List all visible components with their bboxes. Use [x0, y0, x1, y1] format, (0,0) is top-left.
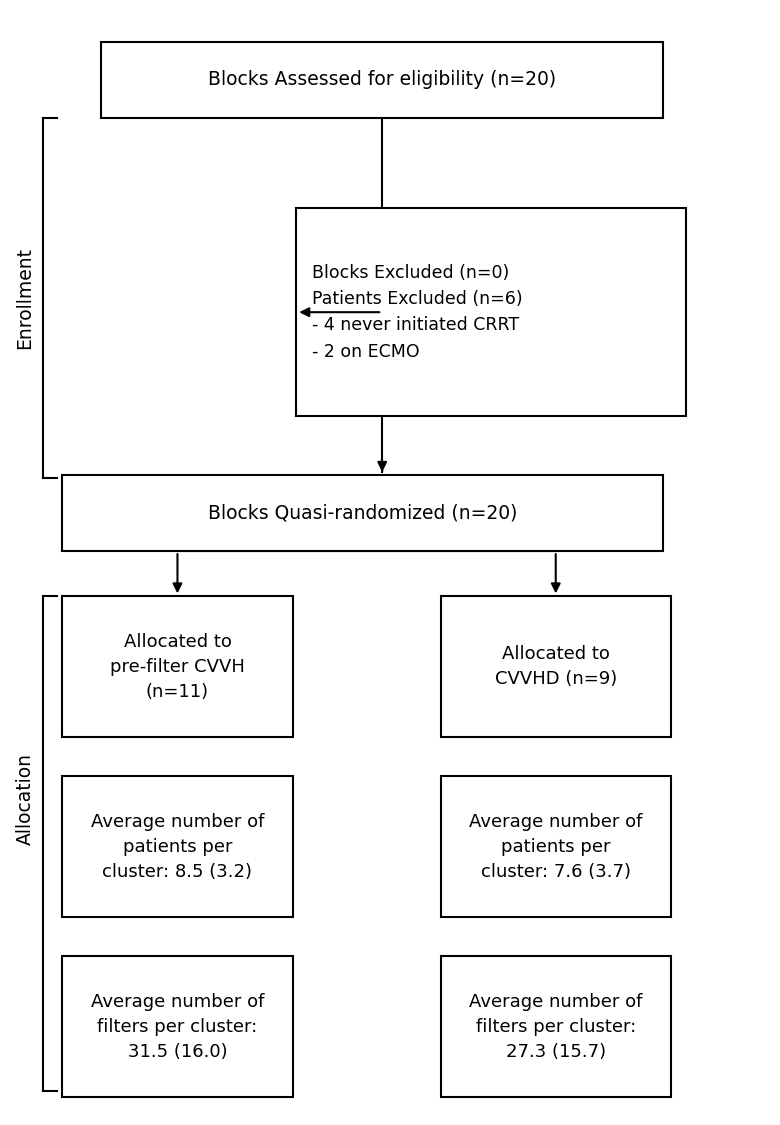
- FancyBboxPatch shape: [62, 475, 663, 551]
- Text: Enrollment: Enrollment: [16, 248, 34, 349]
- FancyBboxPatch shape: [101, 42, 663, 118]
- FancyBboxPatch shape: [296, 208, 686, 416]
- Text: Average number of
filters per cluster:
31.5 (16.0): Average number of filters per cluster: 3…: [90, 992, 264, 1061]
- FancyBboxPatch shape: [441, 596, 671, 737]
- Text: Allocated to
pre-filter CVVH
(n=11): Allocated to pre-filter CVVH (n=11): [110, 632, 245, 701]
- Text: Allocation: Allocation: [16, 753, 34, 845]
- Text: Blocks Quasi-randomized (n=20): Blocks Quasi-randomized (n=20): [208, 504, 517, 522]
- Text: Average number of
filters per cluster:
27.3 (15.7): Average number of filters per cluster: 2…: [469, 992, 643, 1061]
- FancyBboxPatch shape: [62, 596, 292, 737]
- Text: Blocks Assessed for eligibility (n=20): Blocks Assessed for eligibility (n=20): [208, 71, 556, 89]
- FancyBboxPatch shape: [62, 956, 292, 1097]
- Text: Blocks Excluded (n=0)
Patients Excluded (n=6)
- 4 never initiated CRRT
- 2 on EC: Blocks Excluded (n=0) Patients Excluded …: [312, 263, 523, 361]
- Text: Average number of
patients per
cluster: 7.6 (3.7): Average number of patients per cluster: …: [469, 812, 643, 881]
- FancyBboxPatch shape: [441, 956, 671, 1097]
- Text: Average number of
patients per
cluster: 8.5 (3.2): Average number of patients per cluster: …: [90, 812, 264, 881]
- FancyBboxPatch shape: [62, 776, 292, 917]
- Text: Allocated to
CVVHD (n=9): Allocated to CVVHD (n=9): [495, 645, 617, 688]
- FancyBboxPatch shape: [441, 776, 671, 917]
